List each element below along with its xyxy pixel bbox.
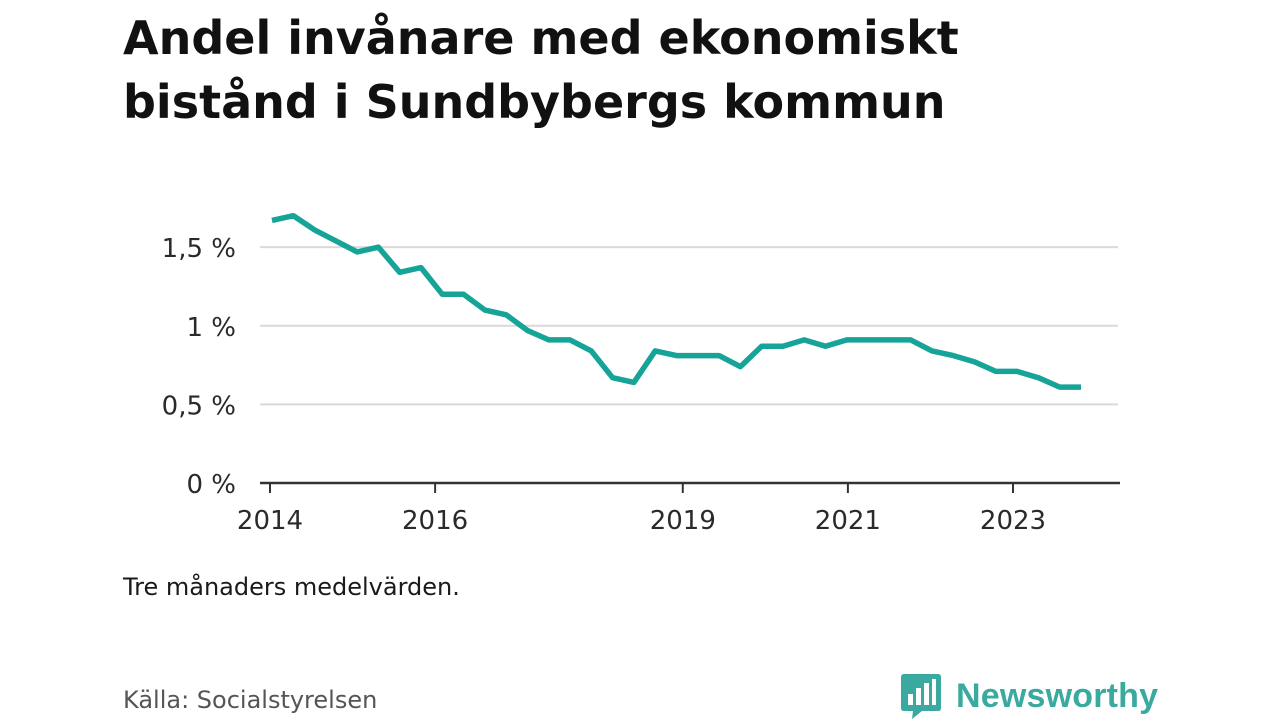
y-tick-label: 1,5 % bbox=[162, 234, 236, 264]
y-tick-label: 0,5 % bbox=[162, 391, 236, 421]
source-credit: Källa: Socialstyrelsen bbox=[123, 686, 378, 714]
x-axis: 2014 2016 2019 2021 2023 bbox=[237, 481, 1120, 536]
y-tick-label: 0 % bbox=[186, 470, 236, 500]
logo-text: Newsworthy bbox=[956, 676, 1159, 715]
newsworthy-logo[interactable]: Newsworthy bbox=[900, 670, 1158, 722]
x-tick-label: 2019 bbox=[650, 506, 716, 536]
x-tick-label: 2014 bbox=[237, 506, 303, 536]
x-tick-label: 2021 bbox=[815, 506, 881, 536]
gridlines bbox=[260, 246, 1118, 406]
chart-title: Andel invånare med ekonomiskt bistånd i … bbox=[123, 11, 959, 129]
series-line bbox=[271, 212, 1081, 390]
chart-note: Tre månaders medelvärden. bbox=[123, 573, 460, 601]
series bbox=[271, 212, 1081, 390]
y-axis: 0 % 0,5 % 1 % 1,5 % bbox=[162, 234, 236, 500]
y-tick-label: 1 % bbox=[186, 313, 236, 343]
x-tick-label: 2016 bbox=[402, 506, 468, 536]
x-tick-label: 2023 bbox=[980, 506, 1046, 536]
bar-chart-speech-bubble-icon bbox=[901, 674, 941, 719]
line-chart: 0 % 0,5 % 1 % 1,5 % 2014 2016 2019 2021 2023 bbox=[162, 212, 1120, 536]
